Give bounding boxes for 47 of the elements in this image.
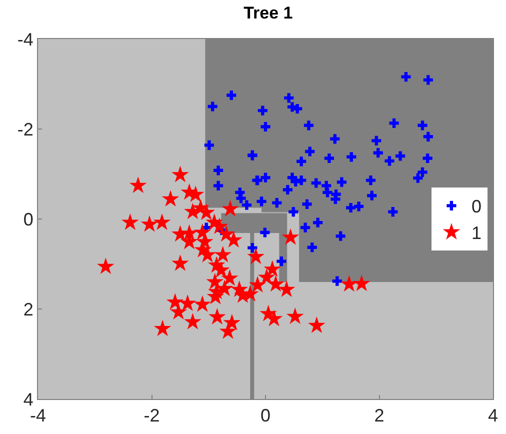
point: [172, 166, 189, 182]
point: [184, 312, 202, 330]
point: [208, 308, 226, 324]
point: [162, 190, 180, 207]
y-tick-label: 4: [23, 389, 34, 410]
point: [212, 261, 230, 278]
point: [278, 280, 296, 298]
point: [210, 218, 228, 234]
point: [154, 320, 172, 336]
x-tick-label: -2: [144, 406, 160, 426]
point: [222, 200, 239, 216]
point: [248, 276, 266, 293]
point: [308, 316, 326, 334]
point: [340, 275, 358, 292]
point: [221, 269, 238, 286]
y-tick-label: -4: [17, 29, 34, 50]
point: [198, 246, 216, 262]
x-tick-label: 4: [488, 406, 498, 426]
point: [172, 254, 189, 271]
point: [219, 322, 237, 339]
point: [282, 228, 300, 245]
point: [267, 275, 284, 292]
point: [225, 231, 242, 248]
x-tick-label: 2: [374, 406, 384, 426]
point: [206, 272, 224, 290]
point: [247, 248, 264, 264]
y-tick-label: -2: [17, 119, 34, 140]
point: [129, 176, 147, 194]
point: [264, 260, 281, 277]
point: [166, 293, 184, 310]
point: [194, 295, 212, 312]
point: [352, 274, 370, 292]
point: [121, 214, 139, 230]
point: [153, 214, 171, 230]
legend-label: 0: [471, 196, 482, 217]
y-tick-label: 2: [23, 299, 34, 320]
point: [194, 223, 212, 240]
point: [178, 294, 196, 311]
point: [214, 246, 232, 262]
point: [170, 303, 188, 320]
point: [97, 258, 114, 274]
point: [140, 215, 158, 232]
y-tick-label: 0: [23, 209, 34, 230]
legend-label: 1: [471, 223, 482, 244]
chart-title: Tree 1: [244, 3, 293, 22]
x-tick-label: 0: [260, 406, 271, 426]
point: [286, 308, 304, 324]
